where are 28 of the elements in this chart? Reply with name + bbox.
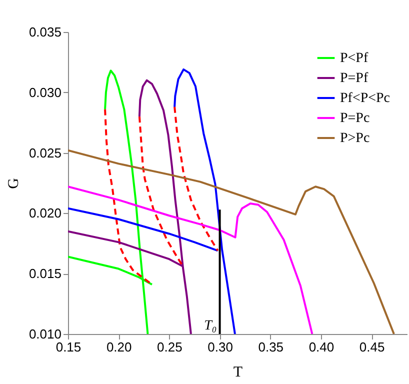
x-tick-label: 0.40 <box>308 340 334 354</box>
line-series <box>104 108 153 286</box>
line-series <box>68 207 219 252</box>
legend-label: P>Pc <box>340 131 370 146</box>
legend-label: P=Pc <box>340 111 370 126</box>
line-series <box>174 68 236 334</box>
line-series <box>174 106 219 252</box>
y-tick-label: 0.035 <box>28 24 62 40</box>
x-tick-label: 0.20 <box>106 340 132 354</box>
y-tick-label: 0.020 <box>28 206 62 221</box>
x-tick-label: 0.25 <box>157 340 182 354</box>
y-axis-title: G <box>6 178 22 189</box>
x-tick-label: 0.30 <box>208 340 233 354</box>
y-tick-label: 0.015 <box>28 266 62 282</box>
x-axis-title: T <box>233 364 243 380</box>
line-series <box>68 186 314 334</box>
line-series <box>138 116 184 268</box>
legend-label: Pf<P<Pc <box>340 91 390 106</box>
legend-label: P<Pf <box>340 51 368 66</box>
y-tick-label: 0.030 <box>28 84 62 100</box>
x-tick-label: 0.35 <box>258 340 284 354</box>
y-tick-label: 0.025 <box>28 145 62 160</box>
annotation: T₀ <box>204 318 217 334</box>
legend-label: P=Pf <box>340 71 368 86</box>
x-tick-label: 0.15 <box>56 340 82 354</box>
line-series <box>68 149 395 334</box>
x-tick-label: 0.45 <box>359 340 385 354</box>
y-tick-label: 0.010 <box>28 326 62 342</box>
